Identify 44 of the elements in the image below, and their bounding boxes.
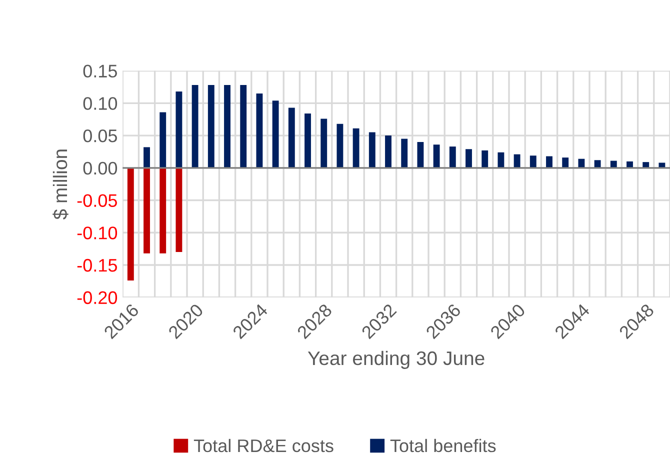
legend-label: Total benefits [390,438,496,452]
bar [417,142,424,168]
bar [160,168,166,254]
bar [240,85,247,168]
bar [466,149,472,168]
bar [224,85,230,168]
bar [401,138,408,168]
y-tick-label: 0.05 [83,129,117,142]
bar [546,156,552,168]
bar [368,132,376,168]
bar [385,136,392,168]
y-tick-label: 0.10 [83,97,118,110]
bar [562,158,569,168]
bar [144,147,150,168]
bar [514,154,520,168]
bar [482,150,488,168]
y-tick-label: -0.10 [77,226,118,240]
legend-label: Total RD&E costs [194,438,334,452]
bar [272,100,279,168]
y-axis-title: $ million [52,150,68,220]
bar [160,112,166,168]
bar [530,156,536,168]
y-tick-label: 0.00 [83,162,118,175]
y-tick-label: -0.05 [77,194,117,207]
x-axis-title: Year ending 30 June [308,350,484,369]
y-tick-label: -0.20 [77,291,118,304]
bar [176,92,182,168]
bar [144,168,150,254]
bar [594,160,601,168]
bar [192,85,198,168]
bar [256,93,263,168]
bar [352,128,360,168]
bar [320,118,328,168]
bar [176,168,182,252]
bar [288,108,295,168]
bar [304,114,311,168]
bar [208,85,214,168]
y-tick-label: -0.15 [77,258,117,272]
bar [127,168,134,281]
bar [433,144,440,168]
bar [449,146,456,168]
bar [336,124,344,168]
bar [498,152,504,168]
y-tick-label: 0.15 [83,64,117,78]
